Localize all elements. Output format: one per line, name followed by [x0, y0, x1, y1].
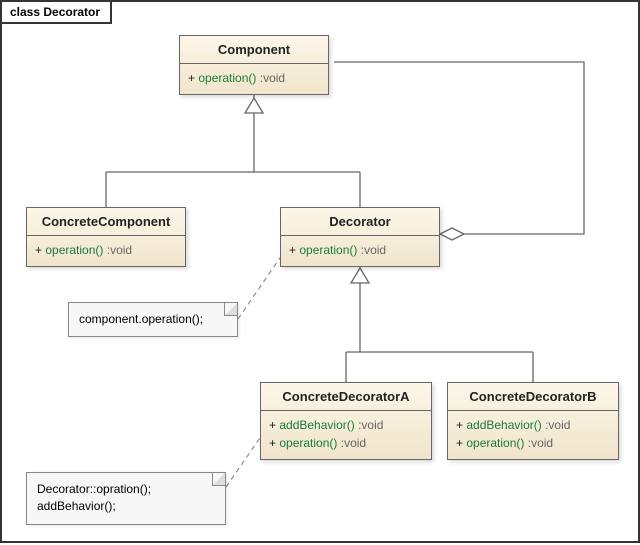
class-name: ConcreteDecoratorB [448, 383, 618, 411]
note-line: component.operation(); [79, 311, 227, 328]
class-ops: + addBehavior() :void + operation() :voi… [448, 411, 618, 459]
op-row: + addBehavior() :void [269, 416, 423, 434]
class-name: ConcreteComponent [27, 208, 185, 236]
op-row: + operation() :void [289, 241, 431, 259]
class-name: Decorator [281, 208, 439, 236]
op-row: + operation() :void [35, 241, 177, 259]
class-concrete-decorator-a: ConcreteDecoratorA + addBehavior() :void… [260, 382, 432, 460]
op-row: + operation() :void [456, 434, 610, 452]
class-component: Component + operation() :void [179, 35, 329, 95]
note-line: Decorator::opration(); [37, 481, 215, 498]
class-decorator: Decorator + operation() :void [280, 207, 440, 267]
op-row: + addBehavior() :void [456, 416, 610, 434]
op-row: + operation() :void [188, 69, 320, 87]
class-ops: + operation() :void [27, 236, 185, 266]
note-line: addBehavior(); [37, 498, 215, 515]
class-concrete-decorator-b: ConcreteDecoratorB + addBehavior() :void… [447, 382, 619, 460]
class-ops: + operation() :void [281, 236, 439, 266]
class-ops: + addBehavior() :void + operation() :voi… [261, 411, 431, 459]
uml-canvas: class Decorator Component [0, 0, 640, 543]
op-row: + operation() :void [269, 434, 423, 452]
note-concrete-a-operation: Decorator::opration(); addBehavior(); [26, 472, 226, 525]
diagram-title: class Decorator [10, 5, 100, 19]
note-decorator-operation: component.operation(); [68, 302, 238, 337]
diagram-title-tab: class Decorator [0, 0, 112, 24]
class-name: ConcreteDecoratorA [261, 383, 431, 411]
class-ops: + operation() :void [180, 64, 328, 94]
class-concrete-component: ConcreteComponent + operation() :void [26, 207, 186, 267]
class-name: Component [180, 36, 328, 64]
